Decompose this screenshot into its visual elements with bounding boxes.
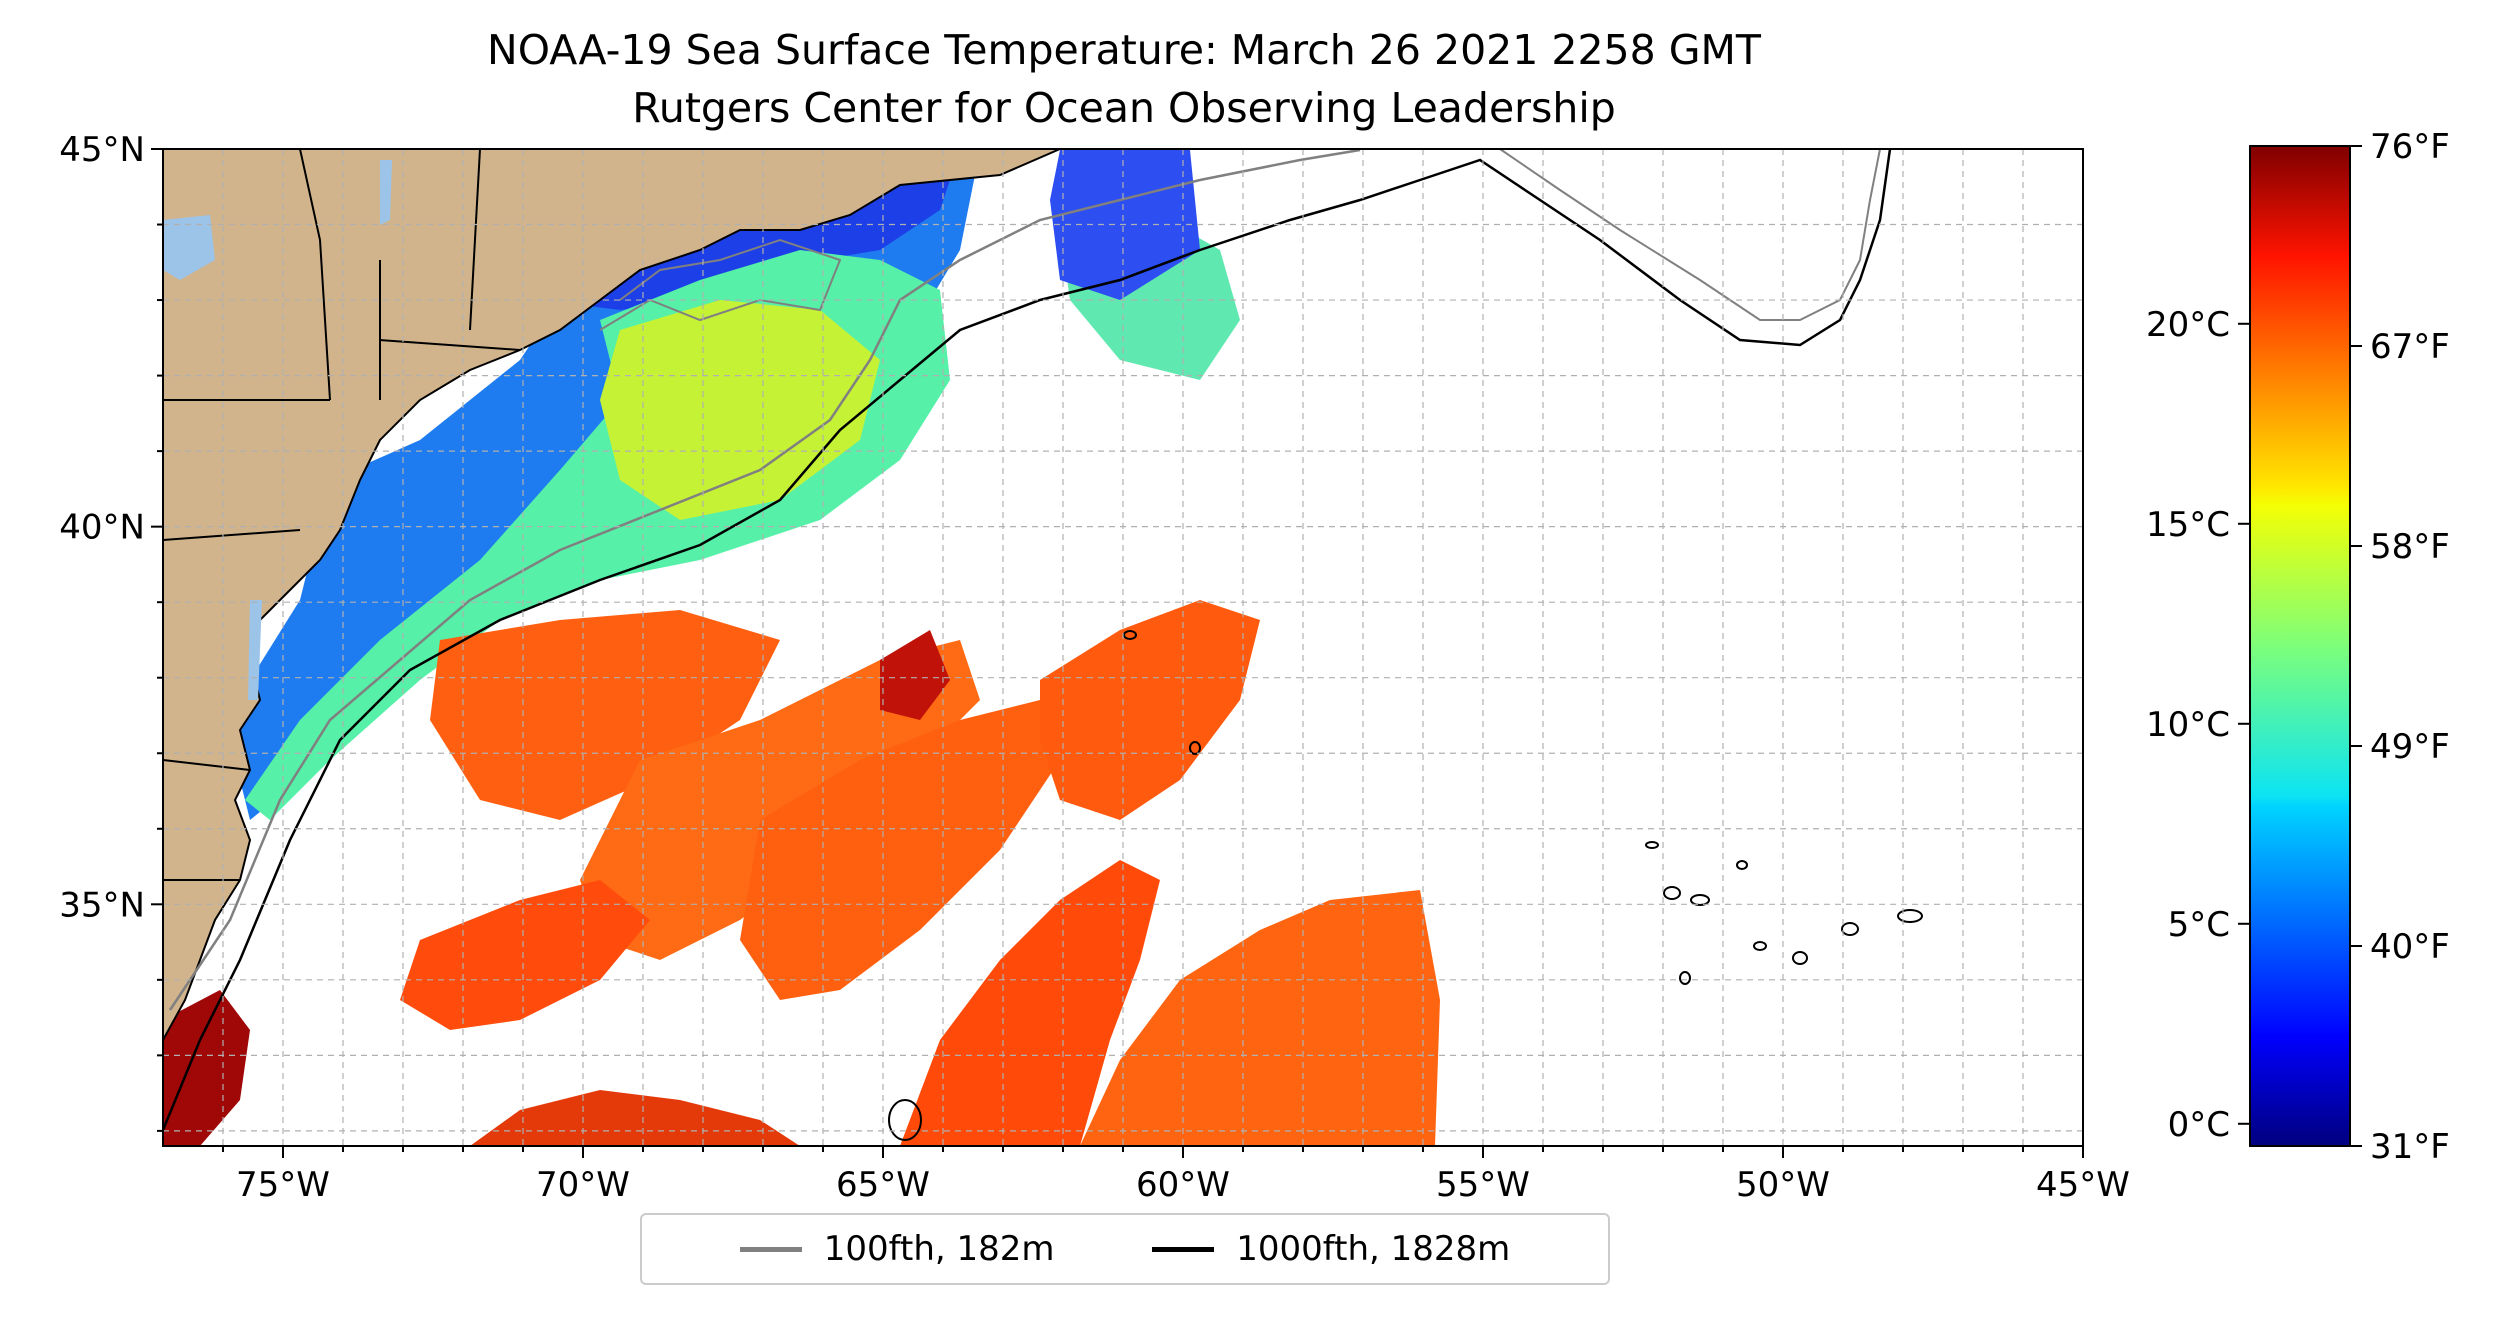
sst-warm-southeast xyxy=(1080,890,1440,1146)
colorbar-fahrenheit-label: 67°F xyxy=(2370,327,2450,367)
y-axis: 45°N 40°N 35°N xyxy=(59,130,163,1132)
sst-warm-band-3 xyxy=(400,880,650,1030)
x-tick-label: 45°W xyxy=(2036,1165,2130,1205)
sst-warm-southwest xyxy=(470,1090,800,1146)
isobath-100fth-gom xyxy=(599,149,1881,331)
colorbar-fahrenheit-label: 76°F xyxy=(2370,127,2450,167)
x-tick-label: 70°W xyxy=(536,1165,630,1205)
y-tick-label: 45°N xyxy=(59,130,145,170)
legend-swatch-gray xyxy=(739,1246,802,1252)
x-tick-label: 55°W xyxy=(1436,1165,1530,1205)
legend-swatch-black xyxy=(1152,1246,1215,1252)
colorbar-fahrenheit-label: 49°F xyxy=(2370,727,2450,767)
isobath-100fth xyxy=(168,149,1361,1011)
chart-subtitle: Rutgers Center for Ocean Observing Leade… xyxy=(632,84,1616,132)
y-tick-label: 40°N xyxy=(59,508,145,548)
sst-warm-band-2 xyxy=(580,640,980,960)
colorbar-celsius-label: 15°C xyxy=(2146,505,2230,545)
colorbar-fahrenheit-label: 31°F xyxy=(2370,1127,2450,1167)
sst-warm-band-4 xyxy=(740,700,1060,1000)
y-tick-label: 35°N xyxy=(59,885,145,925)
seamount-outlines xyxy=(888,630,1923,1141)
gridlines xyxy=(163,149,2083,1146)
chart-title: NOAA-19 Sea Surface Temperature: March 2… xyxy=(487,26,1761,74)
colorbar-celsius-label: 20°C xyxy=(2146,305,2230,345)
legend-item-100fth: 100fth, 182m xyxy=(739,1229,1055,1269)
x-axis: 75°W 70°W 65°W 60°W 55°W 50°W 45°W xyxy=(222,1146,2130,1205)
inland-water xyxy=(163,160,392,700)
legend-label: 100fth, 182m xyxy=(823,1229,1055,1269)
legend: 100fth, 182m 1000fth, 1828m xyxy=(640,1213,1610,1285)
x-tick-label: 65°W xyxy=(836,1165,930,1205)
colorbar-fahrenheit-label: 58°F xyxy=(2370,527,2450,567)
sst-warm-south xyxy=(900,860,1160,1146)
colorbar-celsius-label: 0°C xyxy=(2168,1105,2230,1145)
legend-label: 1000fth, 1828m xyxy=(1236,1229,1511,1269)
colorbar: 20°C 15°C 10°C 5°C 0°C 76°F 67°F 58°F 49°F 40°F 3… xyxy=(2146,127,2450,1167)
land-mass xyxy=(163,149,1061,1041)
colorbar-celsius-label: 10°C xyxy=(2146,705,2230,745)
colorbar-fahrenheit-axis: 76°F 67°F 58°F 49°F 40°F 31°F xyxy=(2350,127,2450,1167)
sst-hot-southwest xyxy=(163,990,250,1146)
x-tick-label: 75°W xyxy=(236,1165,330,1205)
x-tick-label: 60°W xyxy=(1136,1165,1230,1205)
colorbar-gradient xyxy=(2249,145,2351,1147)
sst-hot-patch xyxy=(880,630,950,720)
colorbar-fahrenheit-label: 40°F xyxy=(2370,927,2450,967)
state-boundaries xyxy=(163,149,521,881)
legend-item-1000fth: 1000fth, 1828m xyxy=(1152,1229,1510,1269)
colorbar-celsius-label: 5°C xyxy=(2168,905,2230,945)
sst-warm-band-1 xyxy=(430,610,780,820)
colorbar-celsius-axis: 20°C 15°C 10°C 5°C 0°C xyxy=(2146,305,2250,1145)
x-tick-label: 50°W xyxy=(1736,1165,1830,1205)
isobath-1000fth xyxy=(163,149,1892,1131)
sst-warm-band-5 xyxy=(1040,600,1260,820)
